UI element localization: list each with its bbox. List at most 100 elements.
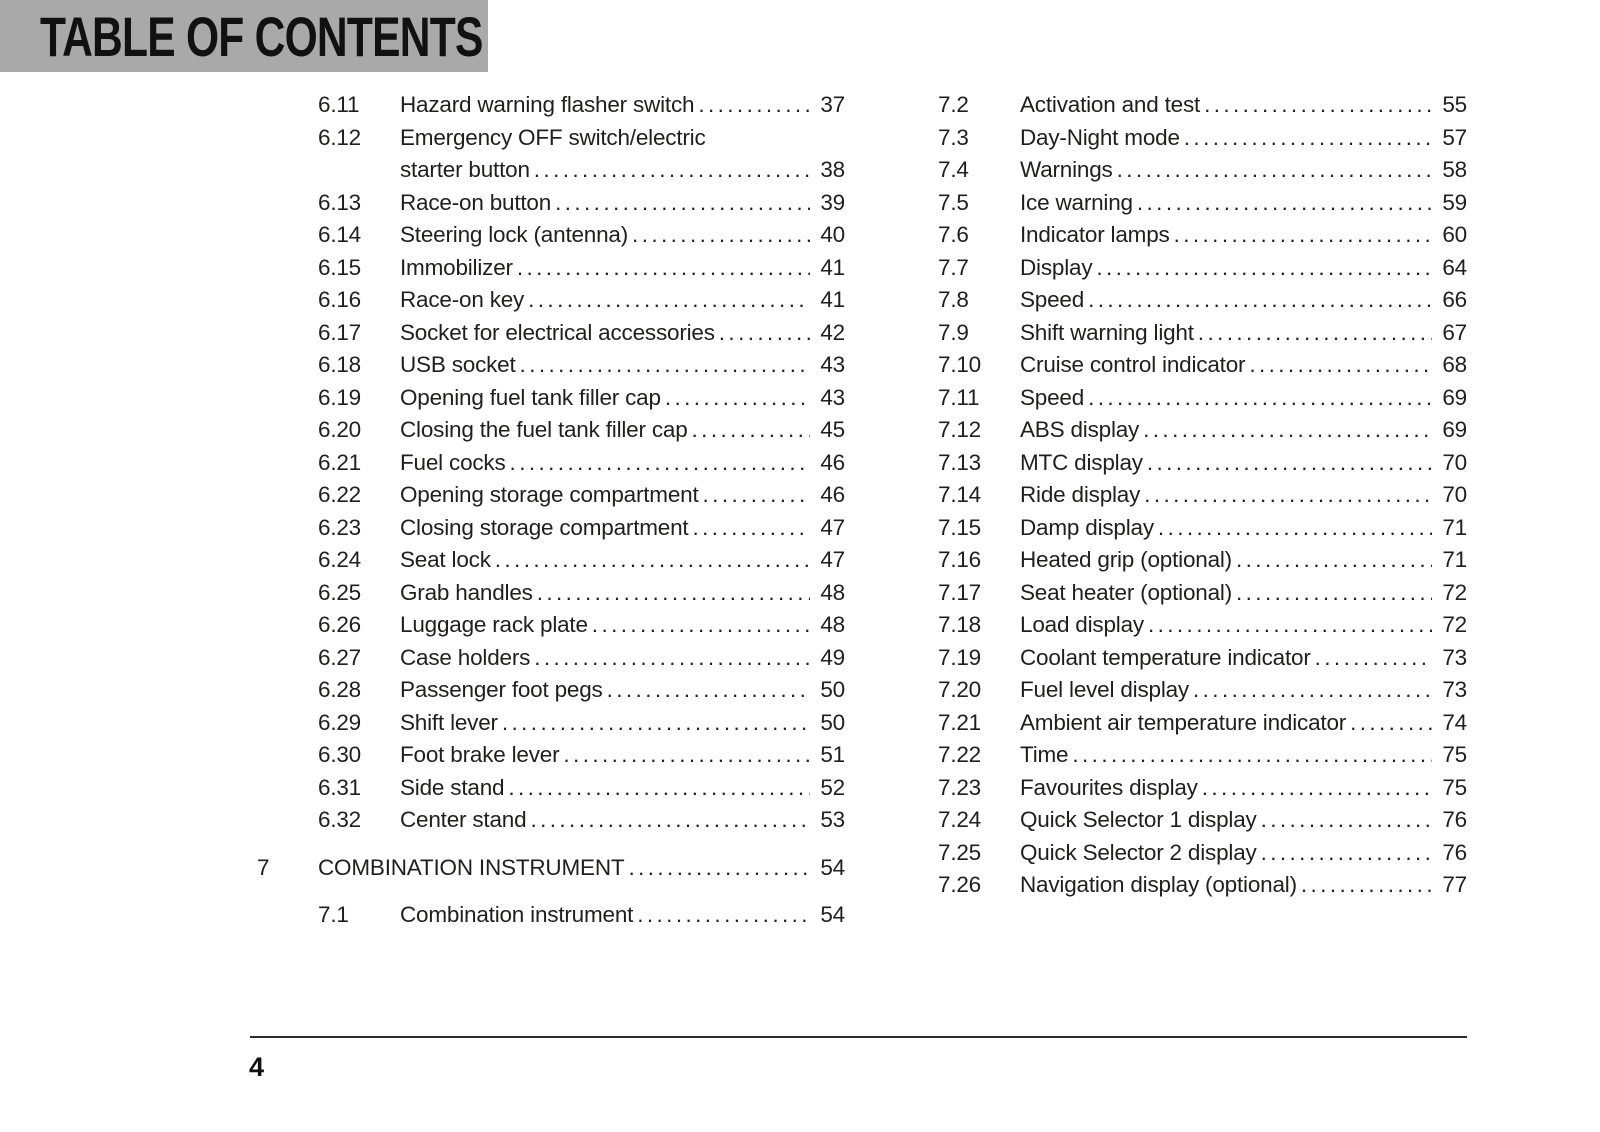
toc-entry-page: 68 [1442,352,1467,377]
leader-dots: ........................................… [698,92,810,117]
toc-entry: 7.17 Seat heater (optional)..............… [938,577,1467,610]
toc-entry-title: Emergency OFF switch/electric [400,124,706,150]
toc-entry-title: USB socket [400,352,516,377]
leader-dots: ........................................… [534,644,810,670]
toc-entry-number: 7.3 [938,124,969,150]
toc-entry: 7 COMBINATION INSTRUMENT.................… [257,852,845,885]
toc-entry-page: 71 [1442,547,1467,572]
toc-entry-page: 41 [820,287,845,312]
leader-dots: ........................................… [606,677,810,702]
leader-dots: ........................................… [508,774,810,800]
leader-dots: ........................................… [1173,222,1432,247]
toc-entry-number: 7.21 [938,709,981,735]
toc-entry: 6.14 Steering lock (antenna).............… [318,219,845,252]
toc-entry: 7.26 Navigation display (optional).......… [938,869,1467,902]
toc-entry-title: Quick Selector 2 display [1020,839,1257,865]
toc-entry-title: Steering lock (antenna) [400,222,629,247]
toc-entry-page: 76 [1442,839,1467,865]
toc-entry-page: 67 [1442,319,1467,345]
toc-entry-number: 6.12 [318,124,361,150]
toc-entry-page: 69 [1442,417,1467,442]
toc-entry-page: 66 [1442,287,1467,312]
toc-left-column: 6.11 Hazard warning flasher switch.......… [257,89,845,932]
toc-entry-page: 45 [820,417,845,442]
toc-entry-page: 60 [1442,222,1467,247]
toc-entry-page: 57 [1442,124,1467,150]
toc-entry: 6.16 Race-on key.........................… [318,284,845,317]
toc-entry-title: Quick Selector 1 display [1020,807,1257,832]
toc-entry-number: 7.24 [938,807,981,832]
toc-entry-number: 7.26 [938,872,981,897]
toc-entry-title: MTC display [1020,449,1143,475]
toc-entry-page: 42 [820,319,845,345]
leader-dots: ........................................… [1096,254,1432,280]
toc-entry-number: 6.18 [318,352,361,377]
leader-dots: ........................................… [1072,742,1432,767]
toc-entry-title: Closing storage compartment [400,514,689,540]
toc-entry-page: 73 [1442,677,1467,702]
leader-dots: ........................................… [519,352,810,377]
toc-entry-page: 77 [1442,872,1467,897]
toc-entry: 7.19 Coolant temperature indicator.......… [938,642,1467,675]
toc-entry: 7.24 Quick Selector 1 display............… [938,804,1467,837]
toc-entry: 6.11 Hazard warning flasher switch.......… [318,89,845,122]
toc-entry: 7.12 ABS display.........................… [938,414,1467,447]
toc-entry-title: Opening fuel tank filler cap [400,384,661,410]
page-title: TABLE OF CONTENTS [40,4,483,68]
toc-entry-title: Cruise control indicator [1020,352,1246,377]
toc-right-column: 7.2 Activation and test..................… [877,89,1467,902]
toc-entry-title: Shift lever [400,709,498,735]
leader-dots: ........................................… [1116,157,1432,182]
toc-entry-page: 52 [820,774,845,800]
toc-entry: 7.18 Load display........................… [938,609,1467,642]
toc-entry: 6.22 Opening storage compartment.........… [318,479,845,512]
toc-entry-number: 7.12 [938,417,981,442]
leader-dots: ........................................… [555,189,810,215]
toc-entry-page: 71 [1442,514,1467,540]
toc-entry: 7.11 Speed...............................… [938,382,1467,415]
toc-entry-number: 6.13 [318,189,361,215]
toc-entry-number: 7.11 [938,384,980,410]
toc-entry: 7.22 Time................................… [938,739,1467,772]
toc-entry-page: 37 [820,92,845,117]
toc-entry-page: 74 [1442,709,1467,735]
toc-entry-title: Speed [1020,384,1085,410]
toc-entry-number: 7.22 [938,742,981,767]
toc-entry-title: Grab handles [400,579,533,605]
toc-entry-number: 7.19 [938,644,981,670]
toc-entry-number: 6.20 [318,417,361,442]
toc-entry: 7.16 Heated grip (optional)..............… [938,544,1467,577]
leader-dots: ........................................… [1088,384,1432,410]
toc-entry: 7.10 Cruise control indicator............… [938,349,1467,382]
toc-entry-number: 6.28 [318,677,361,702]
toc-entry-number: 7.16 [938,547,981,572]
toc-entry-number: 7.10 [938,352,981,377]
toc-entry-page: 55 [1442,92,1467,117]
toc-entry: 7.8 Speed................................… [938,284,1467,317]
toc-entry-number: 6.22 [318,482,361,507]
toc-entry-title: Fuel cocks [400,449,506,475]
leader-dots: ........................................… [528,287,810,312]
toc-entry-title: Race-on button [400,189,552,215]
toc-entry-page: 70 [1442,482,1467,507]
toc-entry-title: Center stand [400,807,527,832]
toc-entry-title: Fuel level display [1020,677,1189,702]
toc-entry-title: Day-Night mode [1020,124,1180,150]
toc-entry-number: 7.20 [938,677,981,702]
toc-entry-page: 73 [1442,644,1467,670]
leader-dots: ........................................… [1143,417,1432,442]
toc-entry-title: Foot brake lever [400,742,560,767]
toc-entry-number: 6.23 [318,514,361,540]
toc-entry-title: Hazard warning flasher switch [400,92,695,117]
toc-entry: 7.21 Ambient air temperature indicator...… [938,707,1467,740]
leader-dots: ........................................… [1235,547,1432,572]
toc-entry-number: 7.1 [318,902,349,927]
leader-dots: ........................................… [1192,677,1432,702]
leader-dots: ........................................… [1260,839,1432,865]
toc-entry-page: 46 [820,449,845,475]
toc-entry-title: COMBINATION INSTRUMENT [318,854,625,880]
toc-entry-title: Socket for electrical accessories [400,319,715,345]
leader-dots: ........................................… [1147,612,1432,637]
toc-entry-title: Race-on key [400,287,525,312]
toc-entry: 7.13 MTC display.........................… [938,447,1467,480]
